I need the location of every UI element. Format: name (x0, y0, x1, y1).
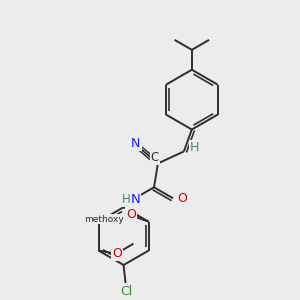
Text: N: N (131, 137, 141, 150)
Text: O: O (126, 208, 136, 221)
Text: O: O (177, 192, 187, 205)
Text: H: H (190, 141, 200, 154)
Text: H: H (122, 193, 131, 206)
Text: C: C (151, 151, 159, 164)
Text: N: N (131, 193, 140, 206)
Text: Cl: Cl (120, 285, 133, 298)
Text: methoxy: methoxy (84, 214, 124, 224)
Text: O: O (112, 247, 122, 260)
